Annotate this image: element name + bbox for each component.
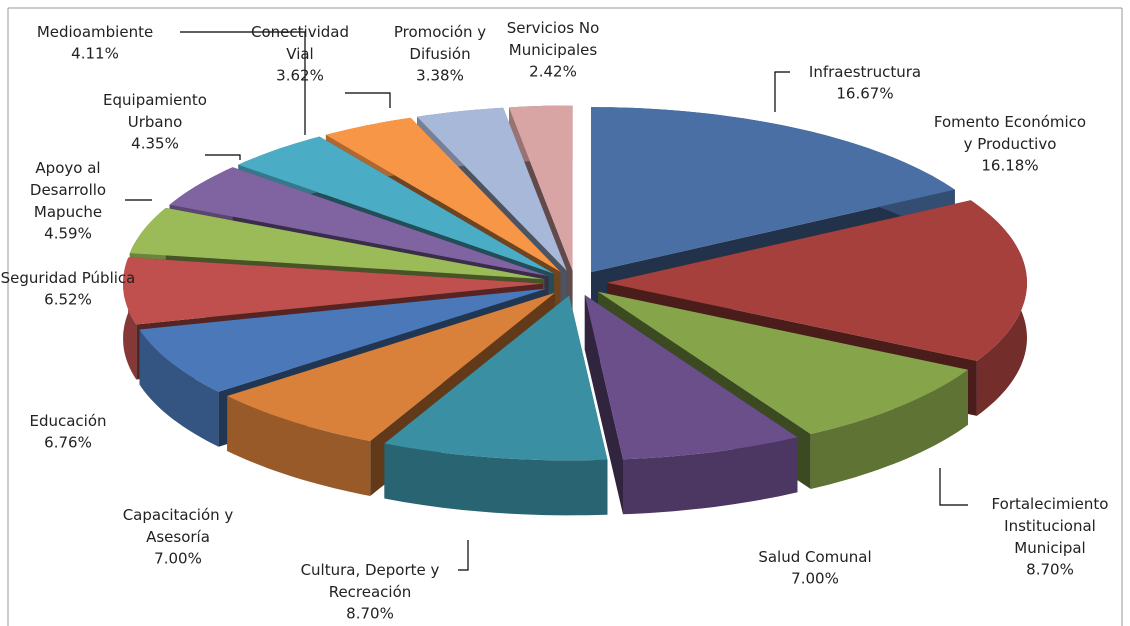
- slice-label-line: Desarrollo: [30, 181, 106, 199]
- slice-top: [509, 105, 573, 271]
- slice-label-line: Urbano: [128, 113, 183, 131]
- slice-label: Equipamiento Urbano: [103, 91, 207, 131]
- value-label: 3.62%: [276, 67, 324, 85]
- slice-top: [607, 200, 1027, 361]
- value-label: 8.70%: [346, 605, 394, 623]
- slice-top: [227, 292, 555, 441]
- leader-line: [939, 468, 968, 506]
- value-label: 4.11%: [71, 45, 119, 63]
- value-label: 2.42%: [529, 63, 577, 81]
- value-label: 16.18%: [981, 157, 1038, 175]
- slice-top: [598, 291, 968, 434]
- slice-label-line: Cultura, Deporte y: [301, 561, 440, 579]
- value-label: 4.59%: [44, 225, 92, 243]
- slice-outer-wall: [227, 396, 371, 496]
- value-label: 8.70%: [1026, 561, 1074, 579]
- slice-top: [169, 167, 549, 277]
- slice-top: [591, 107, 955, 273]
- slice-label-line: Conectividad: [251, 23, 349, 41]
- slice-label-line: Servicios No: [507, 19, 600, 37]
- leader-line: [774, 71, 790, 112]
- slice-top: [325, 117, 561, 272]
- value-label: 3.38%: [416, 67, 464, 85]
- value-label: 16.67%: [836, 85, 893, 103]
- slice: [384, 295, 608, 516]
- slice-label-line: Difusión: [409, 45, 470, 63]
- leader-line: [345, 92, 391, 108]
- slice-label-line: Seguridad Pública: [1, 269, 136, 287]
- slice-label: Conectividad Vial: [251, 23, 349, 63]
- leader-line: [205, 154, 241, 160]
- slice-label-line: Promoción y: [394, 23, 486, 41]
- slice-label-line: y Productivo: [964, 135, 1057, 153]
- slice-top: [123, 257, 543, 325]
- slice-top: [139, 288, 547, 392]
- leader-line: [180, 31, 306, 135]
- slice-label: Seguridad Pública: [1, 269, 136, 287]
- slice-label-line: Institucional: [1004, 517, 1096, 535]
- slice-label: Servicios No Municipales: [507, 19, 600, 59]
- value-label: 4.35%: [131, 135, 179, 153]
- slice: [584, 295, 798, 515]
- slice-label-line: Salud Comunal: [758, 548, 871, 566]
- slice-label-line: Infraestructura: [809, 63, 921, 81]
- slice-label-line: Apoyo al: [35, 159, 100, 177]
- slice-label: Apoyo al Desarrollo Mapuche: [30, 159, 106, 221]
- slice-label-line: Medioambiente: [37, 23, 153, 41]
- slice-label-line: Recreación: [329, 583, 412, 601]
- slice-label-line: Municipales: [509, 41, 598, 59]
- slice-outer-wall: [623, 437, 798, 515]
- slice-label-line: Mapuche: [34, 203, 102, 221]
- slice-outer-wall: [384, 443, 608, 516]
- slice-label-line: Fomento Económico: [934, 113, 1086, 131]
- slice-label: Cultura, Deporte y Recreación: [301, 561, 440, 601]
- slice-top: [129, 207, 545, 280]
- slice-top: [238, 136, 554, 274]
- slice-label: Promoción y Difusión: [394, 23, 486, 63]
- slice-outer-wall: [810, 369, 968, 489]
- slice-label: Educación: [29, 412, 106, 430]
- slice-label: Capacitación y Asesoría: [123, 506, 234, 546]
- slice-label-line: Equipamiento: [103, 91, 207, 109]
- slice-cut-wall: [584, 295, 623, 515]
- slice-top: [417, 107, 567, 271]
- slice-outer-wall: [139, 329, 219, 447]
- slice-label: Medioambiente: [37, 23, 153, 41]
- value-label: 7.00%: [791, 570, 839, 588]
- slice-label-line: Fortalecimiento: [992, 495, 1109, 513]
- slice-top: [584, 295, 798, 460]
- slice-label: Salud Comunal: [758, 548, 871, 566]
- slice-label-line: Educación: [29, 412, 106, 430]
- slice-label: Fomento Económico y Productivo: [934, 113, 1086, 153]
- slice-label-line: Municipal: [1014, 539, 1085, 557]
- value-label: 6.76%: [44, 434, 92, 452]
- slice-top: [384, 295, 608, 461]
- slice-label-line: Vial: [286, 45, 313, 63]
- slice-label: Infraestructura: [809, 63, 921, 81]
- leader-line: [458, 540, 469, 571]
- value-label: 6.52%: [44, 291, 92, 309]
- slice-label: Fortalecimiento Institucional Municipal: [992, 495, 1109, 557]
- slice-label-line: Asesoría: [146, 528, 210, 546]
- slice-label-line: Capacitación y: [123, 506, 234, 524]
- value-label: 7.00%: [154, 550, 202, 568]
